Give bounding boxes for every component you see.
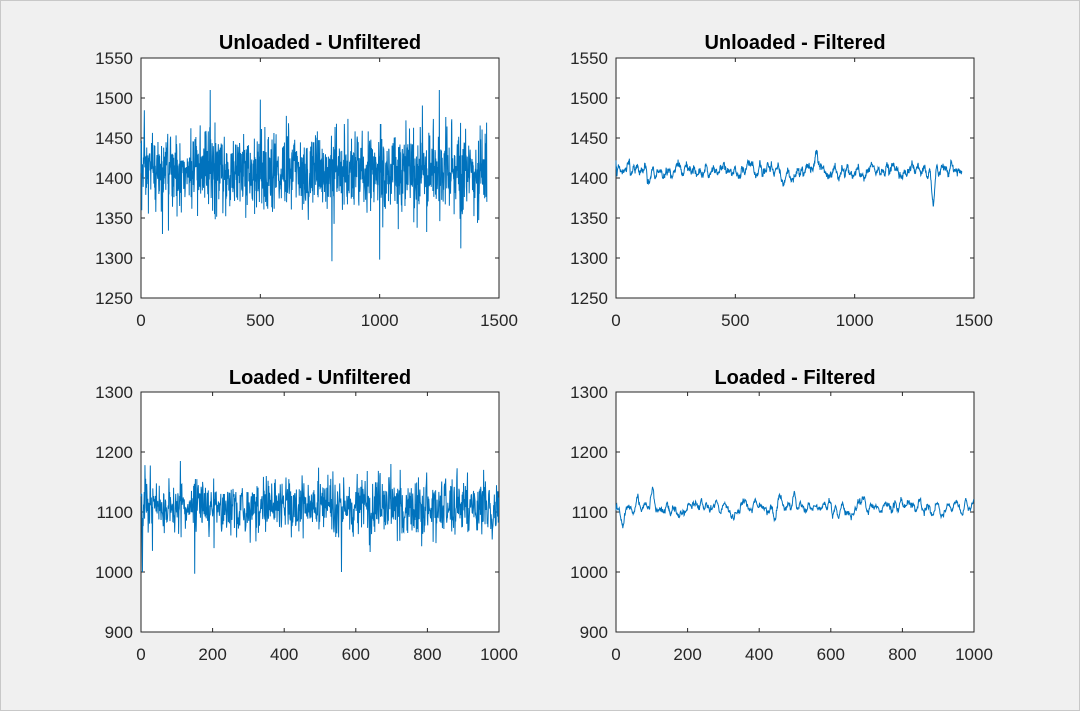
y-tick-label: 1550 — [570, 49, 608, 68]
subplot-unloaded-filtered: Unloaded - Filtered 0 500 1000 1500 1250 1300… — [570, 32, 993, 330]
y-tick-label: 1350 — [95, 209, 133, 228]
series-line — [140, 460, 500, 574]
y-tick-label: 1500 — [570, 89, 608, 108]
x-tick-label: 500 — [721, 311, 749, 330]
subplot-title: Loaded - Filtered — [714, 367, 875, 389]
axes-box — [615, 57, 975, 299]
x-tick-label: 1000 — [955, 645, 993, 664]
x-tick-label: 400 — [745, 645, 773, 664]
x-tick-label: 1000 — [836, 311, 874, 330]
x-tick-label: 400 — [270, 645, 298, 664]
y-tick-label: 1350 — [570, 209, 608, 228]
y-tick-label: 1000 — [570, 563, 608, 582]
subplot-title: Loaded - Unfiltered — [229, 367, 411, 389]
x-tick-label: 200 — [673, 645, 701, 664]
subplot-unloaded-unfiltered: Unloaded - Unfiltered 0 500 1000 1500 1250 13… — [95, 32, 518, 330]
y-tick-label: 1450 — [570, 129, 608, 148]
y-tick-label: 1200 — [95, 443, 133, 462]
y-tick-label: 1250 — [95, 289, 133, 308]
y-tick-label: 1450 — [95, 129, 133, 148]
y-tick-label: 1100 — [96, 503, 133, 522]
x-tick-label: 200 — [198, 645, 226, 664]
y-tick-label: 1300 — [95, 383, 133, 402]
x-tick-label: 800 — [888, 645, 916, 664]
subplot-title: Unloaded - Filtered — [704, 32, 885, 54]
x-tick-label: 800 — [413, 645, 441, 664]
y-tick-label: 1250 — [570, 289, 608, 308]
series-line — [140, 89, 488, 262]
y-tick-label: 1100 — [571, 503, 608, 522]
x-tick-label: 1000 — [480, 645, 518, 664]
x-tick-label: 1500 — [480, 311, 518, 330]
y-tick-label: 1300 — [570, 249, 608, 268]
y-tick-label: 1500 — [95, 89, 133, 108]
x-tick-label: 0 — [611, 645, 620, 664]
x-tick-label: 0 — [136, 311, 145, 330]
y-tick-label: 1400 — [570, 169, 608, 188]
y-tick-label: 900 — [580, 623, 608, 642]
y-tick-label: 900 — [105, 623, 133, 642]
subplot-loaded-unfiltered: Loaded - Unfiltered 0 200 400 600 800 1000 900… — [95, 367, 518, 664]
subplot-loaded-filtered: Loaded - Filtered 0 200 400 600 800 1000 900 10… — [570, 367, 993, 664]
axis-ticks: 0 200 400 600 800 1000 900 1000 1100 1200 1300 — [95, 383, 518, 664]
y-tick-label: 1200 — [570, 443, 608, 462]
x-tick-label: 600 — [342, 645, 370, 664]
axis-ticks: 0 200 400 600 800 1000 900 1000 1100 1200 1300 — [570, 383, 993, 664]
x-tick-label: 1500 — [955, 311, 993, 330]
axes-box — [615, 391, 975, 633]
y-tick-label: 1000 — [95, 563, 133, 582]
x-tick-label: 0 — [136, 645, 145, 664]
y-tick-label: 1300 — [570, 383, 608, 402]
y-tick-label: 1550 — [95, 49, 133, 68]
series-line — [615, 486, 975, 529]
x-tick-label: 600 — [817, 645, 845, 664]
x-tick-label: 500 — [246, 311, 274, 330]
axis-ticks: 0 500 1000 1500 1250 1300 1350 1400 1450 1500 1550 — [570, 49, 993, 330]
y-tick-label: 1300 — [95, 249, 133, 268]
x-tick-label: 1000 — [361, 311, 399, 330]
series-line — [615, 149, 963, 207]
subplot-title: Unloaded - Unfiltered — [219, 32, 421, 54]
y-tick-label: 1400 — [95, 169, 133, 188]
x-tick-label: 0 — [611, 311, 620, 330]
axis-ticks: 0 500 1000 1500 1250 1300 1350 1400 1450 1500 1550 — [95, 49, 518, 330]
